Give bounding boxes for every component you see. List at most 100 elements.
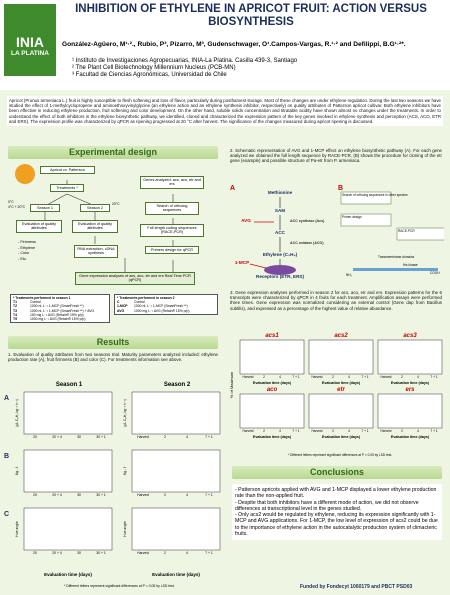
footnote: * Different letters represent significan… — [288, 453, 392, 457]
attribute: - Color — [18, 251, 30, 255]
table-cell: Control — [134, 300, 145, 305]
x-tick-label: 2 — [164, 435, 166, 439]
conclusion: - Despite that both inhibitors have a di… — [235, 499, 419, 512]
x-tick-label: 20 + 4 — [52, 435, 62, 439]
x-tick-label: 4 — [417, 375, 419, 379]
x-tick-label: 7 + 1 — [430, 429, 437, 433]
gene-title: acs2 — [334, 333, 348, 339]
table-title: * Treatments performed in season 1 — [13, 296, 71, 300]
affiliation: ² The Plant Cell Biotechnology Millenniu… — [72, 65, 236, 72]
gene-bar — [353, 268, 438, 271]
table-row: T3 1000 nL L⁻¹ 1-MCP (SmartFresh™) + AVG — [13, 309, 107, 313]
pathway-node: AVG — [241, 218, 251, 223]
affiliation: ¹ Instituto de Investigaciones Agropecua… — [72, 58, 298, 64]
x-tick-label: 20 + 4 — [52, 551, 62, 555]
x-tick-label: 2 — [332, 375, 334, 379]
conclusions: - Patterson apricots applied with AVG an… — [232, 484, 442, 541]
attribute: - Firmness — [18, 240, 36, 244]
x-tick-label: 20 + 4 — [52, 493, 62, 497]
y-axis-label: Hue angle — [123, 521, 127, 537]
x-tick-label: 2 — [164, 493, 166, 497]
x-tick-label: 30 + 1 — [96, 435, 106, 439]
x-tick-label: 7 + 1 — [361, 429, 368, 433]
funding: Funded by Fondecyt 1060179 and PBCT PSD0… — [300, 584, 413, 590]
panel-label: B — [4, 453, 9, 460]
x-tick-label: 2 — [401, 375, 403, 379]
y-axis-label: Kg - f — [123, 467, 127, 475]
x-tick-label: 20 — [33, 435, 37, 439]
logo: INIA LA PLATINA — [4, 4, 56, 76]
chart-frame — [308, 339, 374, 375]
flow-node: RNA extraction, cDNA synthesis — [74, 245, 118, 258]
panel-label: C — [4, 511, 9, 518]
x-tick-label: 7 + 1 — [292, 375, 299, 379]
table-cell: 1000 nL L⁻¹ 1-MCP (SmartFresh™) — [134, 304, 188, 309]
x-tick-label: 30 + 1 — [96, 551, 106, 555]
flow-node: Evaluation of quality attributes — [16, 220, 62, 233]
b-label: RACE-PCR — [398, 229, 415, 233]
pathway-node: Methionine — [268, 190, 293, 195]
table-row: T4 150 mg L⁻¹ AVG (Retain® 15% p/p) — [13, 313, 107, 317]
table-cell: T5 — [13, 317, 17, 322]
treatment-table: * Treatments performed in season 2 C Cont… — [114, 294, 218, 315]
chart-frame — [131, 391, 221, 435]
gene-title: aco — [267, 387, 278, 393]
table-cell: C — [117, 300, 120, 305]
x-tick-label: Harvest — [137, 435, 149, 439]
gene-title: etr — [337, 387, 345, 393]
x-tick-label: 7 + 1 — [430, 375, 437, 379]
x-tick-label: 20 — [33, 493, 37, 497]
flow-node: Season 1 — [30, 204, 60, 213]
treatment-table: * Treatments performed in season 1 T1 Con… — [10, 294, 110, 324]
pathway-node: 1-MCP — [235, 260, 249, 265]
title: INHIBITION OF ETHYLENE IN APRICOT FRUIT:… — [75, 3, 427, 28]
x-axis-label: Evaluation time (days) — [44, 572, 92, 577]
conclusion: - Only acs2 would be regulated by ethyle… — [235, 512, 438, 538]
conclusion: - Patterson apricots applied with AVG an… — [235, 487, 437, 500]
flow-node: Genes analyzed: acs, aco, etr and ers — [140, 176, 204, 189]
x-tick-label: 4 — [186, 493, 188, 497]
table-title: * Treatments performed in season 2 — [117, 296, 175, 300]
x-tick-label: 2 — [164, 551, 166, 555]
pathway-node: ACC synthase (Acs) — [290, 219, 325, 223]
pathway-node: ACC oxidase (ACO) — [290, 241, 324, 245]
x-axis-label: Evaluation time (days) — [322, 381, 361, 385]
table-cell: 1000 mg L⁻¹ AVG (Retain® 15% p/p) — [30, 317, 86, 322]
section-heading: Conclusions — [232, 466, 442, 479]
x-tick-label: 30 — [77, 435, 81, 439]
flow-node: Season 2 — [80, 204, 110, 213]
column-title: Season 2 — [164, 382, 191, 388]
flow-node: Evaluation of quality attributes — [72, 220, 118, 233]
quality-charts: Season 1 A (µL C₂H₄ kg⁻¹ h⁻¹) 20 20 + 4 30 30 … — [4, 382, 221, 588]
b-label: NH₂ — [346, 273, 353, 277]
table-row: C Control — [117, 300, 215, 304]
chart-frame — [377, 393, 443, 429]
chart-frame — [308, 393, 374, 429]
temp-label: 4°C + 20°C — [8, 205, 26, 209]
table-cell: Control — [30, 300, 41, 305]
x-tick-label: 30 + 1 — [96, 493, 106, 497]
y-axis-label: Hue angle — [15, 521, 19, 537]
flow-node: Treatments * — [50, 184, 84, 193]
table-row: T1 Control — [13, 300, 107, 304]
x-tick-label: Harvest — [137, 551, 149, 555]
receptor-icon — [264, 265, 296, 275]
x-axis-label: Evaluation time (days) — [253, 381, 292, 385]
header-band — [0, 0, 450, 90]
x-tick-label: Harvest — [381, 429, 392, 433]
gene-title: acs1 — [265, 333, 279, 339]
x-axis-label: Evaluation time (days) — [391, 381, 430, 385]
paragraph: 3. Gene expression analyses performed in… — [230, 290, 442, 311]
x-tick-label: 4 — [348, 429, 350, 433]
b-box — [396, 227, 444, 241]
x-tick-label: 4 — [348, 375, 350, 379]
table-cell: 1-MCP — [117, 304, 128, 309]
affiliation: ³ Facultad de Ciencias Agronómicas, Univ… — [72, 72, 227, 79]
x-tick-label: Harvest — [312, 429, 323, 433]
apricot-icon — [15, 164, 35, 184]
chart-frame — [23, 507, 113, 551]
flow-node: Gene expression analyses of acs, aco, et… — [75, 272, 195, 285]
chart-frame — [377, 339, 443, 375]
affiliations: ¹ Instituto de Investigaciones Agropecua… — [72, 58, 297, 80]
pathway-node: SAM — [275, 208, 285, 213]
